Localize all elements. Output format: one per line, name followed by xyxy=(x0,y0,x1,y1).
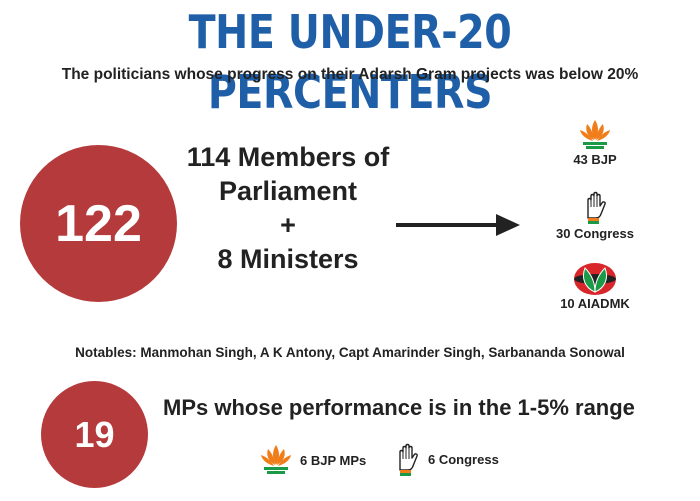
right-arrow-icon xyxy=(396,214,520,236)
members-line-2: Parliament xyxy=(218,176,358,206)
members-line-1: 114 Members of xyxy=(186,142,390,172)
lotus-icon xyxy=(261,445,291,474)
bottom-item-bjp: 6 BJP MPs xyxy=(258,443,366,477)
lotus-icon xyxy=(580,120,610,149)
bottom-label-bjp: 6 BJP MPs xyxy=(300,452,367,468)
page-title: THE UNDER-20 PERCENTERS xyxy=(188,5,512,119)
party-item-aiadmk: 10 AIADMK xyxy=(540,262,650,312)
party-item-congress: 30 Congress xyxy=(540,188,650,242)
members-plus: + xyxy=(280,210,296,240)
members-breakdown: 114 Members of Parliament + 8 Ministers xyxy=(178,140,398,276)
range-description: MPs whose performance is in the 1-5% ran… xyxy=(163,395,635,420)
party-item-bjp: 43 BJP xyxy=(540,118,650,168)
hand-icon xyxy=(399,443,418,476)
bottom-item-congress: 6 Congress xyxy=(392,439,499,479)
party-label-aiadmk: 10 AIADMK xyxy=(560,296,630,311)
total-count: 122 xyxy=(55,194,142,253)
total-count-circle: 122 xyxy=(20,145,177,302)
range-count: 19 xyxy=(74,413,115,455)
party-label-bjp: 43 BJP xyxy=(573,152,617,167)
range-count-circle: 19 xyxy=(41,381,148,488)
two-leaves-icon xyxy=(574,263,616,295)
notables-text: Notables: Manmohan Singh, A K Antony, Ca… xyxy=(75,345,625,360)
page-subtitle: The politicians whose progress on their … xyxy=(61,66,639,83)
party-label-congress: 30 Congress xyxy=(555,226,635,241)
members-line-3: 8 Ministers xyxy=(217,244,359,274)
hand-icon xyxy=(587,191,606,224)
bottom-label-congress: 6 Congress xyxy=(428,451,499,467)
